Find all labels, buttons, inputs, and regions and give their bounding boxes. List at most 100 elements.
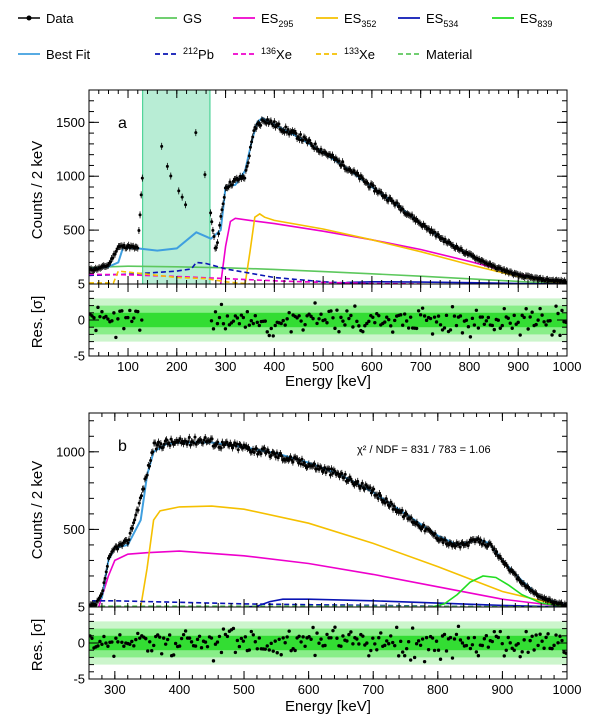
- data-point: [151, 450, 155, 454]
- legend-label: ES295: [261, 11, 293, 29]
- residual-point: [548, 319, 552, 323]
- residual-point: [213, 642, 218, 646]
- data-point: [186, 440, 190, 444]
- data-point: [133, 518, 137, 522]
- residual-point: [249, 318, 254, 323]
- data-point: [492, 547, 496, 551]
- residual-point: [331, 316, 335, 320]
- data-point: [495, 550, 499, 554]
- residual-point: [544, 323, 548, 327]
- data-point: [422, 523, 426, 527]
- data-point: [323, 466, 327, 470]
- residual-point: [211, 659, 216, 663]
- legend-label: 136Xe: [261, 46, 292, 62]
- residual-point: [442, 632, 447, 637]
- series-133xe: [89, 270, 251, 284]
- residual-point: [458, 314, 463, 318]
- data-point: [284, 125, 288, 129]
- residual-point: [508, 641, 512, 645]
- data-point: [104, 570, 108, 574]
- residual-point: [385, 639, 389, 643]
- residual-point: [452, 637, 457, 641]
- residual-point: [414, 326, 419, 331]
- data-point: [328, 473, 332, 477]
- residual-point: [307, 634, 311, 639]
- residual-point: [187, 636, 192, 640]
- residual-point: [96, 644, 100, 648]
- data-point: [379, 494, 383, 498]
- residual-point: [132, 644, 136, 648]
- data-point: [130, 526, 134, 530]
- data-point: [272, 120, 276, 124]
- residual-point: [289, 330, 293, 334]
- x-tick-label: 500: [312, 359, 334, 374]
- residual-point: [128, 642, 132, 646]
- residual-point: [383, 643, 387, 648]
- residual-point: [536, 643, 540, 648]
- legend-label-main: Material: [426, 47, 472, 62]
- legend-label-sub: 352: [361, 19, 376, 29]
- residual-point: [251, 633, 256, 637]
- panel-a-spectrum: a Counts / 2 keV 500 1000 1500: [29, 89, 568, 285]
- legend-label: ES534: [426, 11, 458, 29]
- residual-point: [311, 625, 315, 630]
- panel-b-residuals: Res. [σ] -5 0 5: [29, 600, 568, 687]
- residual-point: [275, 651, 279, 655]
- residual-point: [490, 323, 495, 328]
- data-point: [337, 159, 341, 163]
- residual-point: [560, 308, 564, 313]
- data-point: [368, 486, 372, 490]
- residual-point: [522, 315, 526, 320]
- residual-point: [389, 634, 393, 638]
- residual-point: [426, 647, 431, 652]
- legend-label: Best Fit: [46, 47, 90, 62]
- data-point: [254, 126, 258, 130]
- legend-label-sub: 534: [443, 19, 458, 29]
- residual-point: [281, 318, 285, 323]
- residual-point: [430, 636, 435, 640]
- legend-label-main: ES: [344, 11, 362, 26]
- legend-swatch-marker: [26, 15, 32, 21]
- residual-point: [518, 333, 522, 337]
- data-point: [277, 122, 281, 126]
- legend-entry: ES534: [398, 11, 458, 29]
- residual-point: [347, 632, 351, 637]
- residual-point: [279, 653, 283, 657]
- data-point: [149, 458, 153, 462]
- residual-point: [96, 305, 100, 310]
- residual-point: [524, 307, 528, 311]
- residual-point: [528, 638, 532, 643]
- data-point: [294, 131, 298, 135]
- residual-point: [373, 642, 377, 646]
- residual-point: [357, 324, 361, 328]
- residual-point: [460, 641, 465, 645]
- residual-point: [126, 315, 130, 320]
- residual-point: [323, 643, 327, 648]
- legend-label-main: Xe: [276, 47, 292, 62]
- residual-point: [307, 312, 311, 316]
- residual-point: [167, 633, 172, 637]
- residual-point: [464, 318, 469, 322]
- data-point: [243, 176, 247, 180]
- residual-point: [400, 323, 405, 327]
- y-tick-label: 5: [78, 277, 85, 292]
- residual-point: [404, 319, 409, 323]
- legend-entry: Best Fit: [18, 47, 90, 62]
- legend-label-main: ES: [261, 11, 279, 26]
- y-tick-label: -5: [73, 672, 85, 687]
- residual-point: [516, 320, 520, 325]
- residual-point: [524, 629, 528, 634]
- data-point: [177, 189, 181, 193]
- data-point: [137, 229, 141, 233]
- residual-point: [436, 314, 441, 318]
- residual-point: [550, 646, 554, 651]
- data-point: [214, 246, 218, 250]
- x-tick-label: 500: [233, 682, 255, 697]
- residual-point: [263, 647, 267, 651]
- residual-point: [231, 319, 236, 323]
- y-tick-label: 0: [78, 636, 85, 651]
- residual-point: [393, 643, 397, 648]
- residual-point: [484, 319, 489, 323]
- residual-point: [303, 644, 307, 649]
- residual-point: [528, 315, 532, 319]
